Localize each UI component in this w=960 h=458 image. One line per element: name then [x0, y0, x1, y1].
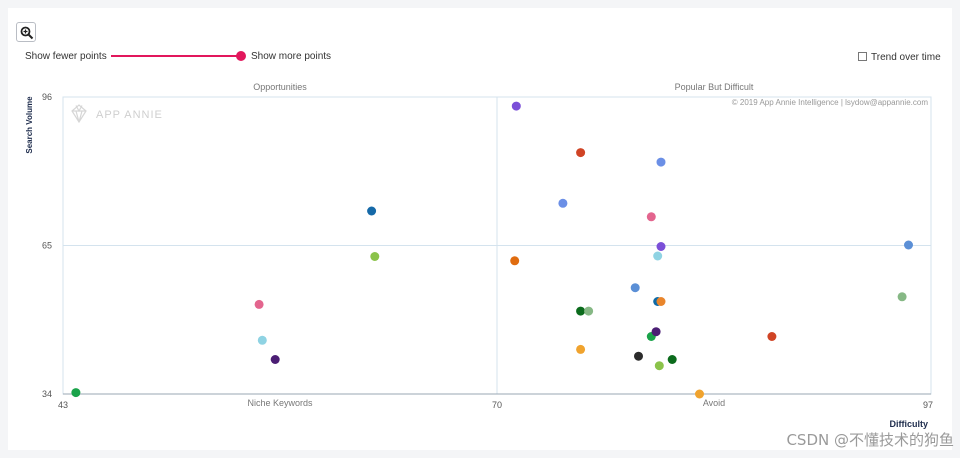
- chart-labels: 43 70 97 34 65 96 Opportunities Popular But Dif…: [25, 82, 933, 429]
- app-annie-logo: [71, 104, 87, 124]
- y-tick-label: 65: [42, 241, 52, 251]
- chart-card: [8, 8, 952, 450]
- data-point: [651, 327, 661, 337]
- data-point: [897, 292, 907, 302]
- x-tick-label: 97: [923, 400, 933, 410]
- csdn-watermark: CSDN @不懂技术的狗鱼: [786, 431, 954, 449]
- quadrant-label-niche: Niche Keywords: [247, 398, 313, 408]
- quadrant-label-popular: Popular But Difficult: [675, 82, 754, 92]
- data-point: [370, 252, 380, 261]
- y-tick-label: 34: [42, 389, 52, 399]
- data-point: [695, 389, 704, 399]
- app-annie-logo-text: APP ANNIE: [96, 109, 163, 121]
- data-point: [656, 242, 666, 251]
- data-point: [367, 206, 377, 216]
- x-tick-label: 70: [492, 400, 502, 410]
- quadrant-label-opportunities: Opportunities: [253, 82, 307, 92]
- show-fewer-label: Show fewer points: [25, 51, 107, 62]
- slider-track: [111, 55, 242, 57]
- slider-thumb[interactable]: [236, 51, 246, 61]
- trend-checkbox[interactable]: [858, 52, 867, 61]
- data-point: [576, 306, 586, 316]
- chart-points: [71, 101, 913, 399]
- data-point: [656, 157, 666, 167]
- data-point: [667, 355, 677, 364]
- data-point: [584, 306, 594, 316]
- data-point: [270, 355, 280, 364]
- data-point: [654, 361, 664, 371]
- show-more-label: Show more points: [251, 51, 332, 62]
- data-point: [767, 332, 777, 341]
- data-point: [646, 212, 656, 222]
- data-point: [576, 344, 586, 354]
- trend-label[interactable]: Trend over time: [871, 52, 941, 63]
- zoom-button[interactable]: [16, 22, 36, 42]
- data-point: [904, 240, 913, 250]
- y-tick-label: 96: [42, 92, 52, 102]
- data-point: [653, 251, 663, 261]
- data-point: [656, 297, 666, 306]
- data-point: [510, 256, 520, 266]
- chart-grid: [62, 96, 932, 395]
- data-point: [634, 351, 643, 361]
- quadrant-label-avoid: Avoid: [703, 398, 725, 408]
- x-axis-title: Difficulty: [889, 419, 928, 429]
- data-point: [630, 283, 640, 293]
- y-axis-title: Search Volume: [25, 96, 34, 154]
- x-tick-label: 43: [58, 400, 68, 410]
- data-point: [558, 198, 568, 208]
- data-point: [511, 101, 521, 111]
- data-point: [71, 388, 81, 398]
- zoom-in-icon: [20, 26, 34, 40]
- copyright-text: © 2019 App Annie Intelligence | lsydow@a…: [732, 98, 929, 107]
- data-point: [254, 299, 264, 309]
- data-point: [257, 335, 267, 345]
- points-slider[interactable]: [111, 51, 246, 61]
- data-point: [576, 148, 586, 158]
